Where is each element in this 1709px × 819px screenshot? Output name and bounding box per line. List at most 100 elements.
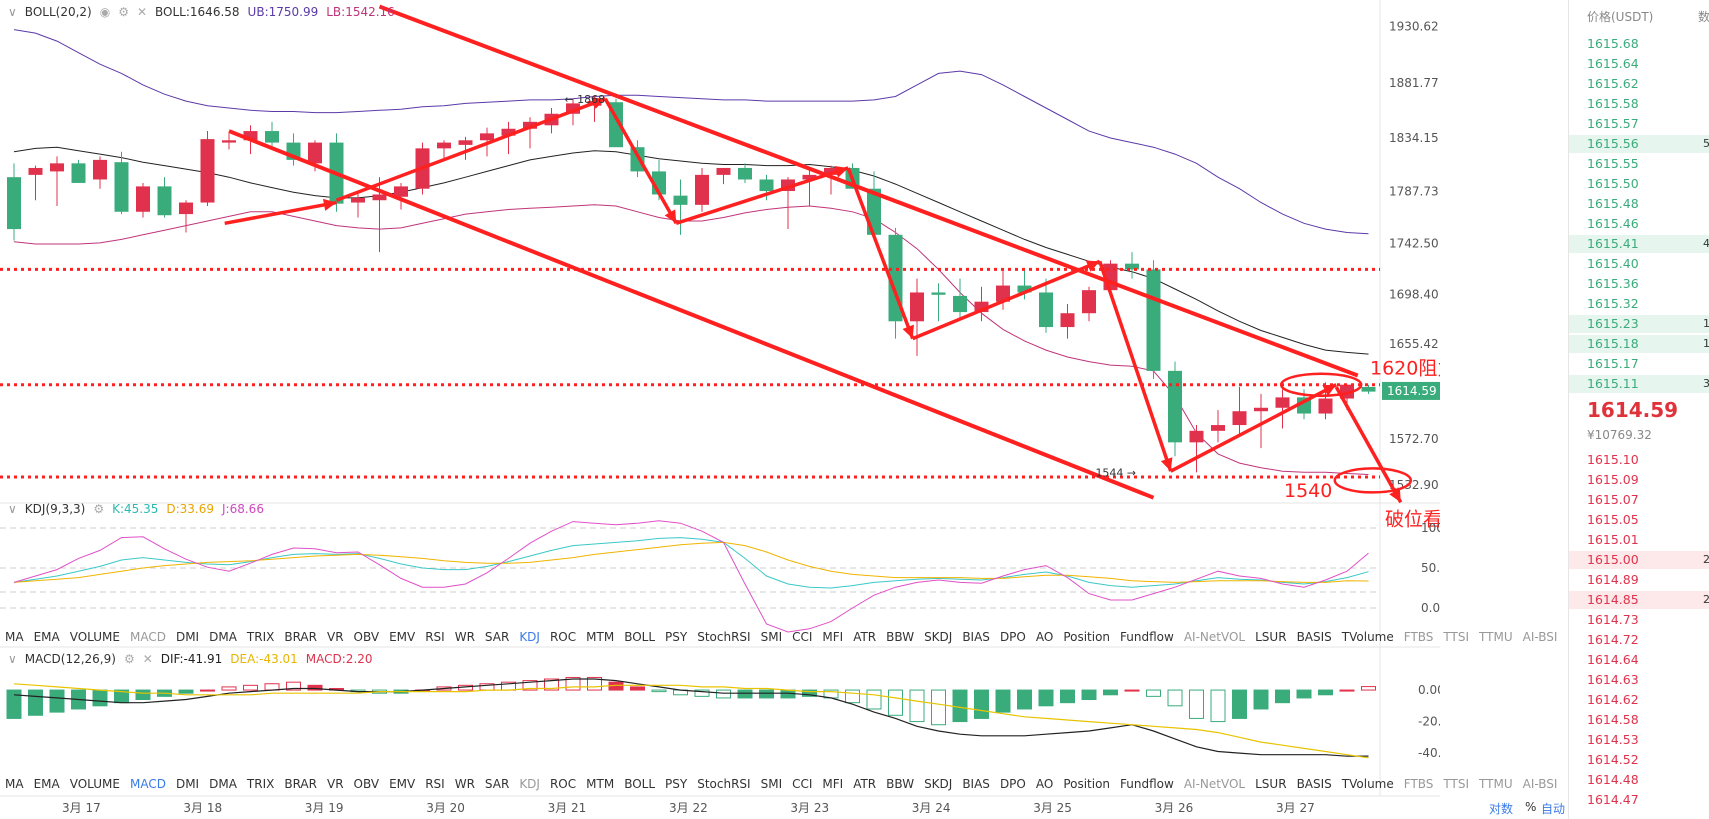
ask-row[interactable]: 1615.56 5 (1569, 134, 1709, 154)
indicator-tab-ma[interactable]: MA (5, 777, 24, 791)
indicator-tab-dpo[interactable]: DPO (999, 630, 1026, 644)
bid-row[interactable]: 1615.09 (1569, 470, 1709, 490)
indicator-tab-tvolume[interactable]: TVolume (1341, 630, 1394, 644)
indicator-tab-ma[interactable]: MA (5, 630, 24, 644)
indicator-tab-ai-bsi[interactable]: AI-BSI (1522, 630, 1558, 644)
bid-row[interactable]: 1614.89 (1569, 570, 1709, 590)
gear-icon[interactable]: ⚙ (93, 502, 105, 516)
indicator-tab-ttsi[interactable]: TTSI (1443, 777, 1470, 791)
indicator-tab-wr[interactable]: WR (454, 777, 475, 791)
bid-row[interactable]: 1614.63 (1569, 670, 1709, 690)
indicator-tab-cci[interactable]: CCI (792, 630, 813, 644)
ask-row[interactable]: 1615.64 (1569, 54, 1709, 74)
indicator-tab-bbw[interactable]: BBW (886, 630, 915, 644)
collapse-icon[interactable]: ∨ (8, 652, 17, 666)
indicator-tab-brar[interactable]: BRAR (284, 630, 317, 644)
bid-row[interactable]: 1614.53 (1569, 730, 1709, 750)
close-icon[interactable]: ✕ (142, 652, 153, 666)
indicator-tab-bias[interactable]: BIAS (962, 777, 990, 791)
indicator-tab-atr[interactable]: ATR (853, 630, 877, 644)
indicator-tab-rsi[interactable]: RSI (425, 630, 445, 644)
ask-row[interactable]: 1615.17 (1569, 354, 1709, 374)
indicator-tab-fundflow[interactable]: Fundflow (1120, 630, 1174, 644)
bid-row[interactable]: 1615.01 (1569, 530, 1709, 550)
ask-row[interactable]: 1615.48 (1569, 194, 1709, 214)
indicator-tab-lsur[interactable]: LSUR (1255, 630, 1287, 644)
indicator-tab-obv[interactable]: OBV (353, 630, 380, 644)
ask-row[interactable]: 1615.50 (1569, 174, 1709, 194)
indicator-tab-roc[interactable]: ROC (549, 777, 577, 791)
indicator-tab-rsi[interactable]: RSI (425, 777, 445, 791)
bid-row[interactable]: 1615.00 2 (1569, 550, 1709, 570)
indicator-tab-ema[interactable]: EMA (33, 777, 60, 791)
indicator-tab-mfi[interactable]: MFI (822, 777, 844, 791)
indicator-tab-ttmu[interactable]: TTMU (1479, 630, 1513, 644)
indicator-tab-kdj[interactable]: KDJ (519, 777, 540, 791)
indicator-tab-emv[interactable]: EMV (389, 777, 416, 791)
indicator-tab-psy[interactable]: PSY (665, 777, 688, 791)
indicator-tab-smi[interactable]: SMI (760, 630, 783, 644)
indicator-tab-ftbs[interactable]: FTBS (1403, 630, 1434, 644)
indicator-tab-dpo[interactable]: DPO (999, 777, 1026, 791)
auto-toggle[interactable]: 自动 (1541, 802, 1566, 816)
ask-row[interactable]: 1615.11 3 (1569, 374, 1709, 394)
indicator-tab-ai-netvol[interactable]: AI-NetVOL (1183, 630, 1246, 644)
ask-row[interactable]: 1615.55 (1569, 154, 1709, 174)
ask-row[interactable]: 1615.57 (1569, 114, 1709, 134)
indicator-tab-cci[interactable]: CCI (792, 777, 813, 791)
indicator-tab-dma[interactable]: DMA (209, 777, 237, 791)
indicator-tab-brar[interactable]: BRAR (284, 777, 317, 791)
bid-row[interactable]: 1614.72 (1569, 630, 1709, 650)
indicator-tab-ftbs[interactable]: FTBS (1403, 777, 1434, 791)
indicator-tab-dma[interactable]: DMA (209, 630, 237, 644)
indicator-tab-bias[interactable]: BIAS (962, 630, 990, 644)
indicator-tab-position[interactable]: Position (1063, 630, 1111, 644)
gear-icon[interactable]: ⚙ (118, 5, 129, 19)
bid-row[interactable]: 1614.62 (1569, 690, 1709, 710)
ask-row[interactable]: 1615.68 (1569, 34, 1709, 54)
collapse-icon[interactable]: ∨ (8, 502, 17, 516)
bid-row[interactable]: 1614.85 2 (1569, 590, 1709, 610)
bid-row[interactable]: 1614.52 (1569, 750, 1709, 770)
indicator-tab-ai-netvol[interactable]: AI-NetVOL (1183, 777, 1246, 791)
indicator-tab-mfi[interactable]: MFI (822, 630, 844, 644)
bid-row[interactable]: 1614.47 (1569, 790, 1709, 810)
chart-canvas[interactable]: 1930.62 1881.77 1834.15 1787.73 1742.50 1698.… (0, 0, 1440, 819)
indicator-tab-stochrsi[interactable]: StochRSI (697, 630, 751, 644)
indicator-tab-skdj[interactable]: SKDJ (924, 777, 953, 791)
indicator-tab-ao[interactable]: AO (1035, 630, 1054, 644)
bid-row[interactable]: 1614.48 (1569, 770, 1709, 790)
indicator-tab-ai-bsi[interactable]: AI-BSI (1522, 777, 1558, 791)
indicator-tab-dmi[interactable]: DMI (175, 630, 200, 644)
indicator-tab-trix[interactable]: TRIX (246, 630, 275, 644)
indicator-tab-psy[interactable]: PSY (665, 630, 688, 644)
indicator-tab-boll[interactable]: BOLL (624, 630, 656, 644)
bid-row[interactable]: 1615.10 (1569, 450, 1709, 470)
close-icon[interactable]: ✕ (136, 5, 148, 19)
gear-icon[interactable]: ⚙ (123, 652, 135, 666)
ask-row[interactable]: 1615.32 (1569, 294, 1709, 314)
indicator-tab-vr[interactable]: VR (326, 630, 344, 644)
ask-row[interactable]: 1615.40 (1569, 254, 1709, 274)
indicator-tab-ttsi[interactable]: TTSI (1443, 630, 1470, 644)
indicator-tab-trix[interactable]: TRIX (246, 777, 275, 791)
indicator-tab-mtm[interactable]: MTM (586, 630, 615, 644)
bid-row[interactable]: 1615.07 (1569, 490, 1709, 510)
indicator-tab-position[interactable]: Position (1063, 777, 1111, 791)
bid-row[interactable]: 1614.64 (1569, 650, 1709, 670)
bid-row[interactable]: 1615.05 (1569, 510, 1709, 530)
ask-row[interactable]: 1615.46 (1569, 214, 1709, 234)
bid-row[interactable]: 1614.73 (1569, 610, 1709, 630)
indicator-tab-fundflow[interactable]: Fundflow (1120, 777, 1174, 791)
indicator-tab-mtm[interactable]: MTM (586, 777, 615, 791)
indicator-tab-bbw[interactable]: BBW (886, 777, 915, 791)
indicator-tab-volume[interactable]: VOLUME (69, 777, 120, 791)
indicator-tab-kdj[interactable]: KDJ (519, 630, 540, 644)
log-scale-toggle[interactable]: 对数 (1489, 802, 1514, 816)
ask-row[interactable]: 1615.41 4 (1569, 234, 1709, 254)
indicator-tab-basis[interactable]: BASIS (1296, 777, 1332, 791)
bid-row[interactable]: 1614.58 (1569, 710, 1709, 730)
indicator-tab-smi[interactable]: SMI (760, 777, 783, 791)
indicator-tab-basis[interactable]: BASIS (1296, 630, 1332, 644)
ask-row[interactable]: 1615.36 (1569, 274, 1709, 294)
